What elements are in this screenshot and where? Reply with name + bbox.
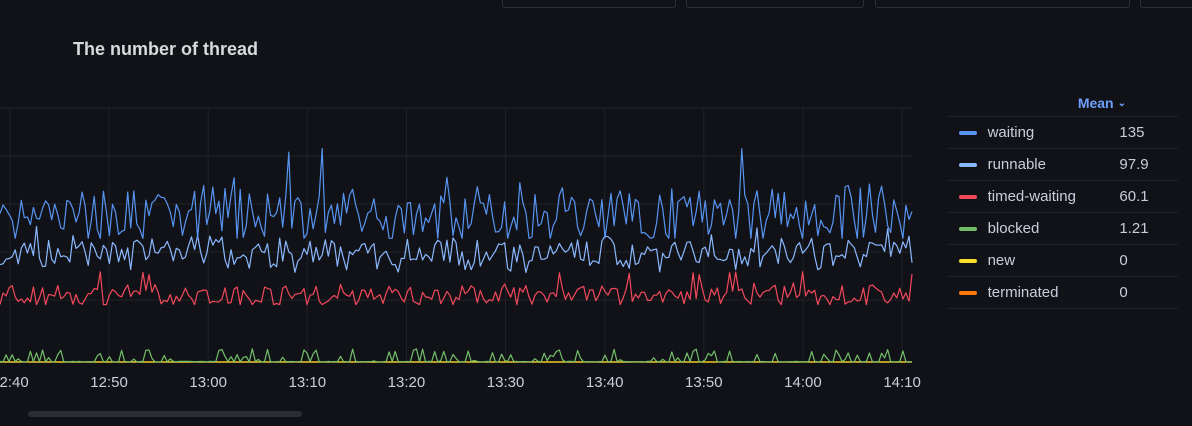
x-tick-label: 14:10 [883, 374, 921, 391]
chevron-down-icon: ⌄ [1117, 97, 1126, 109]
series-line-blocked [0, 348, 913, 363]
legend-mean-value: 135 [1119, 124, 1145, 141]
legend-item-new[interactable]: new 0 [948, 244, 1178, 276]
legend-series-name: waiting [987, 124, 1035, 141]
legend-sort-header[interactable]: Mean ⌄ [948, 90, 1178, 116]
legend-item-timed-waiting[interactable]: timed-waiting 60.1 [948, 180, 1178, 212]
x-tick-label: 13:40 [586, 374, 624, 391]
legend-series-name: runnable [987, 156, 1046, 173]
series-line-timed-waiting [0, 271, 913, 306]
legend-series-name: terminated [987, 284, 1059, 301]
x-tick-label: 13:00 [189, 374, 227, 391]
x-tick-label: 13:20 [388, 374, 426, 391]
series-line-runnable [0, 225, 913, 274]
legend-swatch [959, 162, 977, 167]
legend-mean-value: 60.1 [1119, 188, 1149, 205]
toolbar-control-4[interactable] [1140, 0, 1192, 8]
legend-item-waiting[interactable]: waiting 135 [948, 116, 1178, 148]
legend-item-blocked[interactable]: blocked 1.21 [948, 212, 1178, 244]
legend-swatch [959, 226, 977, 231]
legend-series-name: new [987, 252, 1016, 269]
legend-calc-label: Mean [1077, 95, 1114, 111]
legend-swatch [959, 290, 977, 295]
legend-series-name: timed-waiting [987, 188, 1076, 205]
x-tick-label: 13:10 [289, 374, 327, 391]
legend-mean-value: 0 [1119, 252, 1128, 269]
legend-item-terminated[interactable]: terminated 0 [948, 276, 1178, 309]
horizontal-scrollbar[interactable] [28, 411, 302, 417]
series-lines [0, 147, 913, 363]
x-tick-label: 12:50 [90, 374, 128, 391]
legend-swatch [959, 258, 977, 263]
x-tick-label: 13:50 [685, 374, 723, 391]
legend-swatch [959, 194, 977, 199]
legend-mean-value: 1.21 [1119, 220, 1149, 237]
x-tick-label: 14:00 [784, 374, 822, 391]
toolbar-control-2[interactable] [686, 0, 864, 8]
series-line-waiting [0, 147, 913, 239]
legend-mean-value: 0 [1119, 284, 1128, 301]
toolbar-control-1[interactable] [502, 0, 676, 8]
toolbar-control-3[interactable] [875, 0, 1130, 8]
panel-title: The number of thread [73, 39, 259, 59]
legend-item-runnable[interactable]: runnable 97.9 [948, 148, 1178, 180]
x-tick-label: 13:30 [487, 374, 525, 391]
legend-mean-value: 97.9 [1119, 156, 1149, 173]
x-tick-label: 12:40 [0, 374, 29, 391]
legend-series-name: blocked [987, 220, 1040, 237]
grid [0, 107, 912, 362]
x-axis-ticks: 12:40 12:50 13:00 13:10 13:20 13:30 13:40 13:50… [0, 374, 921, 391]
legend-table: Mean ⌄ waiting 135 runnable 97.9 timed-waiti… [948, 90, 1178, 309]
legend-swatch [959, 130, 977, 135]
